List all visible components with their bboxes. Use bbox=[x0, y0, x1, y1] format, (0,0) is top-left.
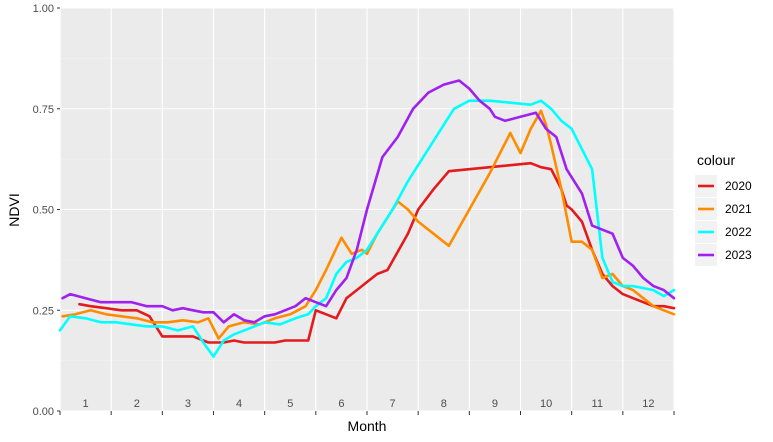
month-label: 3 bbox=[185, 398, 191, 410]
y-tick-label: 0.25 bbox=[33, 305, 54, 317]
month-label: 9 bbox=[492, 398, 498, 410]
x-axis bbox=[59, 411, 675, 415]
legend-items: 2020 2021 2022 2023 bbox=[695, 175, 752, 266]
month-label: 2 bbox=[134, 398, 140, 410]
month-label: 7 bbox=[390, 398, 396, 410]
month-label: 6 bbox=[338, 398, 344, 410]
legend-label-2022: 2022 bbox=[725, 225, 752, 239]
month-label: 5 bbox=[287, 398, 293, 410]
series-line-2020 bbox=[78, 161, 676, 344]
month-label: 12 bbox=[642, 398, 654, 410]
legend-label-2020: 2020 bbox=[725, 179, 752, 193]
series-lines bbox=[58, 79, 676, 358]
legend: colour 2020 2021 2022 2023 bbox=[695, 152, 752, 266]
legend-label-2023: 2023 bbox=[725, 248, 752, 262]
series-line-2022 bbox=[58, 99, 676, 358]
series-line-2023 bbox=[61, 79, 676, 324]
month-label: 4 bbox=[236, 398, 242, 410]
legend-label-2021: 2021 bbox=[725, 202, 752, 216]
y-tick-label: 1.00 bbox=[33, 3, 54, 15]
y-tick-label: 0.50 bbox=[33, 205, 54, 217]
month-label: 10 bbox=[540, 398, 552, 410]
y-tick-label: 0.00 bbox=[33, 406, 54, 418]
y-axis: 0.00 0.25 0.50 0.75 1.00 bbox=[33, 3, 60, 418]
month-labels: 1 2 3 4 5 6 7 8 9 10 11 12 bbox=[83, 398, 655, 410]
month-label: 1 bbox=[83, 398, 89, 410]
month-label: 11 bbox=[592, 398, 603, 410]
x-axis-title: Month bbox=[348, 418, 387, 434]
month-label: 8 bbox=[441, 398, 447, 410]
y-tick-label: 0.75 bbox=[33, 104, 54, 116]
y-axis-title: NDVI bbox=[6, 193, 22, 226]
legend-title: colour bbox=[697, 152, 735, 168]
